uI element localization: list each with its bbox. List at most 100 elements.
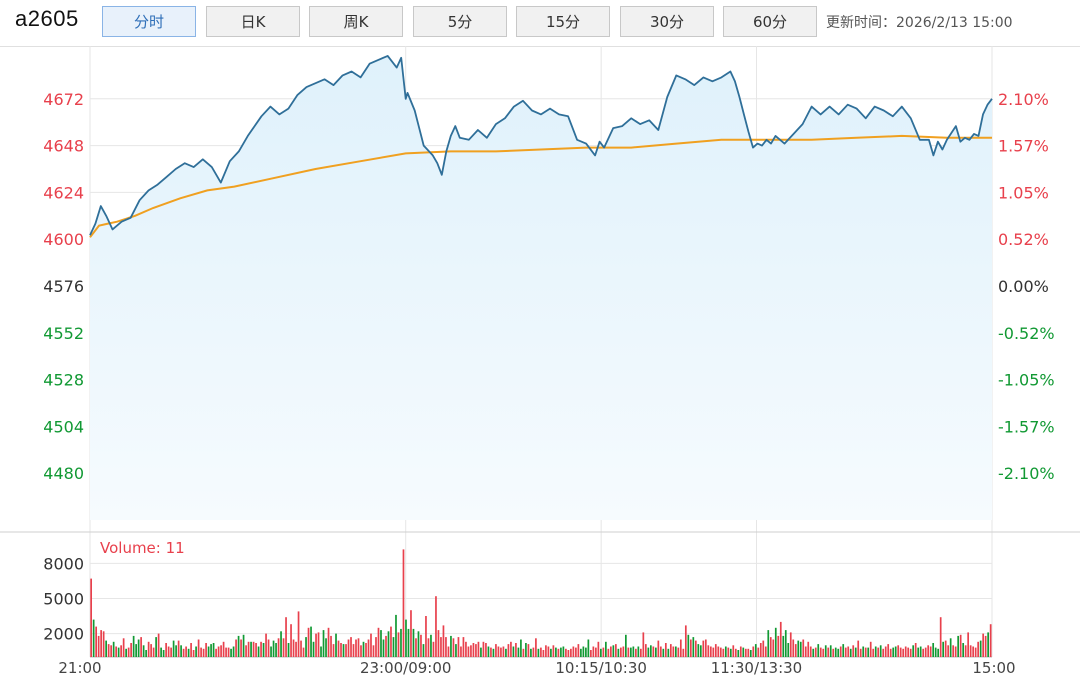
volume-bar xyxy=(914,643,917,657)
volume-bar xyxy=(425,616,427,657)
price-axis: 4672 4648 4624 4600 4576 4552 4528 4504 4480 xyxy=(43,90,84,483)
volume-bar xyxy=(272,640,275,657)
volume-axis: 8000 5000 2000 xyxy=(43,554,84,643)
volume-bar xyxy=(442,625,445,657)
volume-bar xyxy=(774,627,777,658)
volume-bar xyxy=(587,639,590,657)
volume-bar xyxy=(644,644,647,657)
volume-bar xyxy=(839,646,842,657)
volume-bar xyxy=(652,646,655,657)
tab-15min[interactable]: 15分 xyxy=(516,6,610,37)
volume-bar xyxy=(732,645,735,657)
price-tick-label: 4576 xyxy=(43,277,84,296)
volume-bar xyxy=(649,645,652,657)
volume-bar xyxy=(737,650,740,657)
volume-bar xyxy=(217,646,220,657)
volume-bar xyxy=(897,645,900,657)
volume-bar xyxy=(382,639,385,657)
tab-daily-k[interactable]: 日K xyxy=(206,6,300,37)
tab-60min[interactable]: 60分 xyxy=(723,6,817,37)
volume-bar xyxy=(227,647,230,657)
volume-bar xyxy=(719,647,722,657)
volume-bar xyxy=(789,632,792,657)
tab-intraday[interactable]: 分时 xyxy=(102,6,196,37)
time-tick-label: 23:00/09:00 xyxy=(360,659,452,677)
volume-bar xyxy=(312,641,315,657)
volume-bar xyxy=(407,628,410,657)
volume-bar xyxy=(595,647,597,657)
volume-tick-label: 8000 xyxy=(43,554,84,573)
volume-bar xyxy=(787,643,790,657)
volume-bar xyxy=(527,644,530,657)
volume-bar xyxy=(617,648,620,657)
volume-bar xyxy=(112,641,115,657)
volume-bar xyxy=(932,643,935,657)
volume-bar xyxy=(252,641,255,657)
volume-bar xyxy=(420,634,422,657)
volume-bar xyxy=(550,648,552,657)
volume-bar xyxy=(115,646,117,657)
volume-bar xyxy=(232,646,235,657)
volume-bar xyxy=(864,647,867,657)
volume-bar xyxy=(844,647,847,657)
volume-bar xyxy=(922,648,925,657)
tab-5min[interactable]: 5分 xyxy=(413,6,507,37)
volume-bar xyxy=(120,645,122,657)
volume-bar xyxy=(662,648,665,657)
volume-bar xyxy=(697,644,700,657)
volume-bar xyxy=(432,641,435,657)
volume-bar xyxy=(297,611,300,657)
volume-bar xyxy=(270,646,272,657)
volume-bar xyxy=(577,644,580,657)
volume-bar xyxy=(162,650,165,657)
volume-bar xyxy=(824,645,827,657)
volume-bar xyxy=(207,646,210,657)
volume-bar xyxy=(182,648,185,657)
volume-bar xyxy=(280,631,282,657)
volume-bar xyxy=(929,646,932,657)
volume-bar xyxy=(492,648,495,657)
volume-bar xyxy=(794,644,797,657)
volume-bar xyxy=(477,641,480,657)
price-area xyxy=(89,55,993,521)
volume-bar xyxy=(687,634,690,657)
time-tick-label: 21:00 xyxy=(58,659,101,677)
volume-bar xyxy=(872,648,875,657)
volume-bar xyxy=(195,646,197,657)
volume-bar xyxy=(117,647,120,657)
tab-weekly-k[interactable]: 周K xyxy=(309,6,403,37)
volume-bar xyxy=(797,640,800,657)
volume-bar xyxy=(380,630,382,657)
volume-bar xyxy=(570,648,572,657)
volume-bar xyxy=(440,637,442,657)
volume-bar xyxy=(510,641,512,657)
volume-bar xyxy=(807,641,810,657)
volume-bar xyxy=(669,644,672,657)
volume-bar xyxy=(320,646,322,657)
volume-bar xyxy=(635,648,637,657)
volume-bar xyxy=(450,635,452,657)
volume-bar xyxy=(557,648,560,657)
volume-bar xyxy=(902,648,905,657)
volume-bar xyxy=(632,646,635,657)
volume-bar xyxy=(682,648,685,657)
volume-bar xyxy=(330,635,332,657)
volume-bar xyxy=(707,645,710,657)
volume-bar xyxy=(507,644,510,657)
volume-bar xyxy=(607,648,610,657)
volume-bar xyxy=(600,648,602,657)
tab-30min[interactable]: 30分 xyxy=(620,6,714,37)
volume-bar xyxy=(100,630,102,657)
volume-bar xyxy=(295,641,297,657)
time-tick-label: 11:30/13:30 xyxy=(711,659,803,677)
volume-bar xyxy=(722,648,725,657)
volume-bar xyxy=(874,646,877,657)
volume-bar xyxy=(340,643,342,657)
volume-bar xyxy=(924,647,927,657)
volume-bar xyxy=(899,647,902,657)
percent-tick-label: 0.00% xyxy=(998,277,1049,296)
volume-bar xyxy=(615,644,617,657)
volume-bar xyxy=(410,610,412,657)
volume-bar xyxy=(889,648,892,657)
